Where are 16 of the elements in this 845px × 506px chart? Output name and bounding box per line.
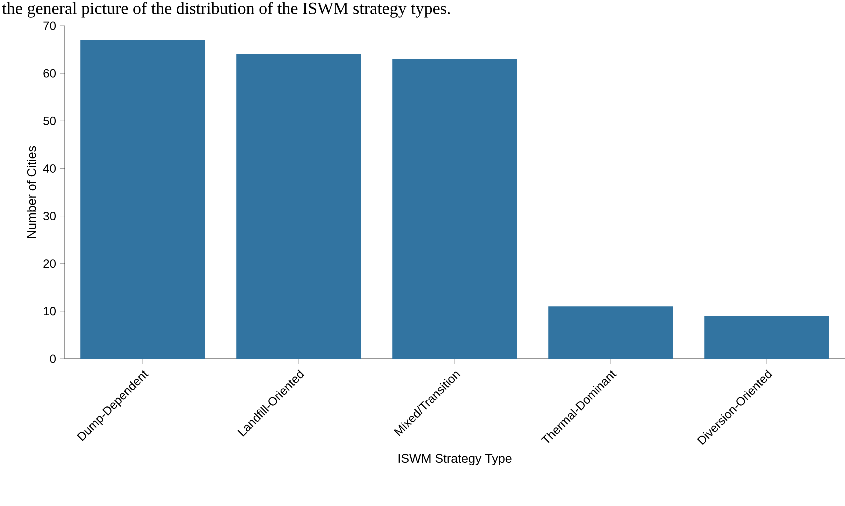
y-tick-label: 10 <box>44 307 56 316</box>
bar <box>704 316 830 359</box>
bar <box>548 306 674 359</box>
bar <box>392 59 518 359</box>
y-axis-title: Number of Cities <box>27 146 36 238</box>
text: the general picture of the distribution of the ISWM strategy types. <box>2 2 450 18</box>
y-tick-label: 50 <box>44 116 56 126</box>
y-tick-label: 0 <box>50 354 56 364</box>
y-tick-label: 30 <box>44 212 56 221</box>
bar <box>80 40 206 359</box>
y-tick-label: 70 <box>44 22 56 30</box>
y-tick-label: 20 <box>44 260 56 268</box>
bar <box>236 54 362 359</box>
y-tick-label: 60 <box>44 69 56 78</box>
y-tick-label: 40 <box>43 164 56 173</box>
x-axis-title: ISWM Strategy Type <box>398 454 512 466</box>
